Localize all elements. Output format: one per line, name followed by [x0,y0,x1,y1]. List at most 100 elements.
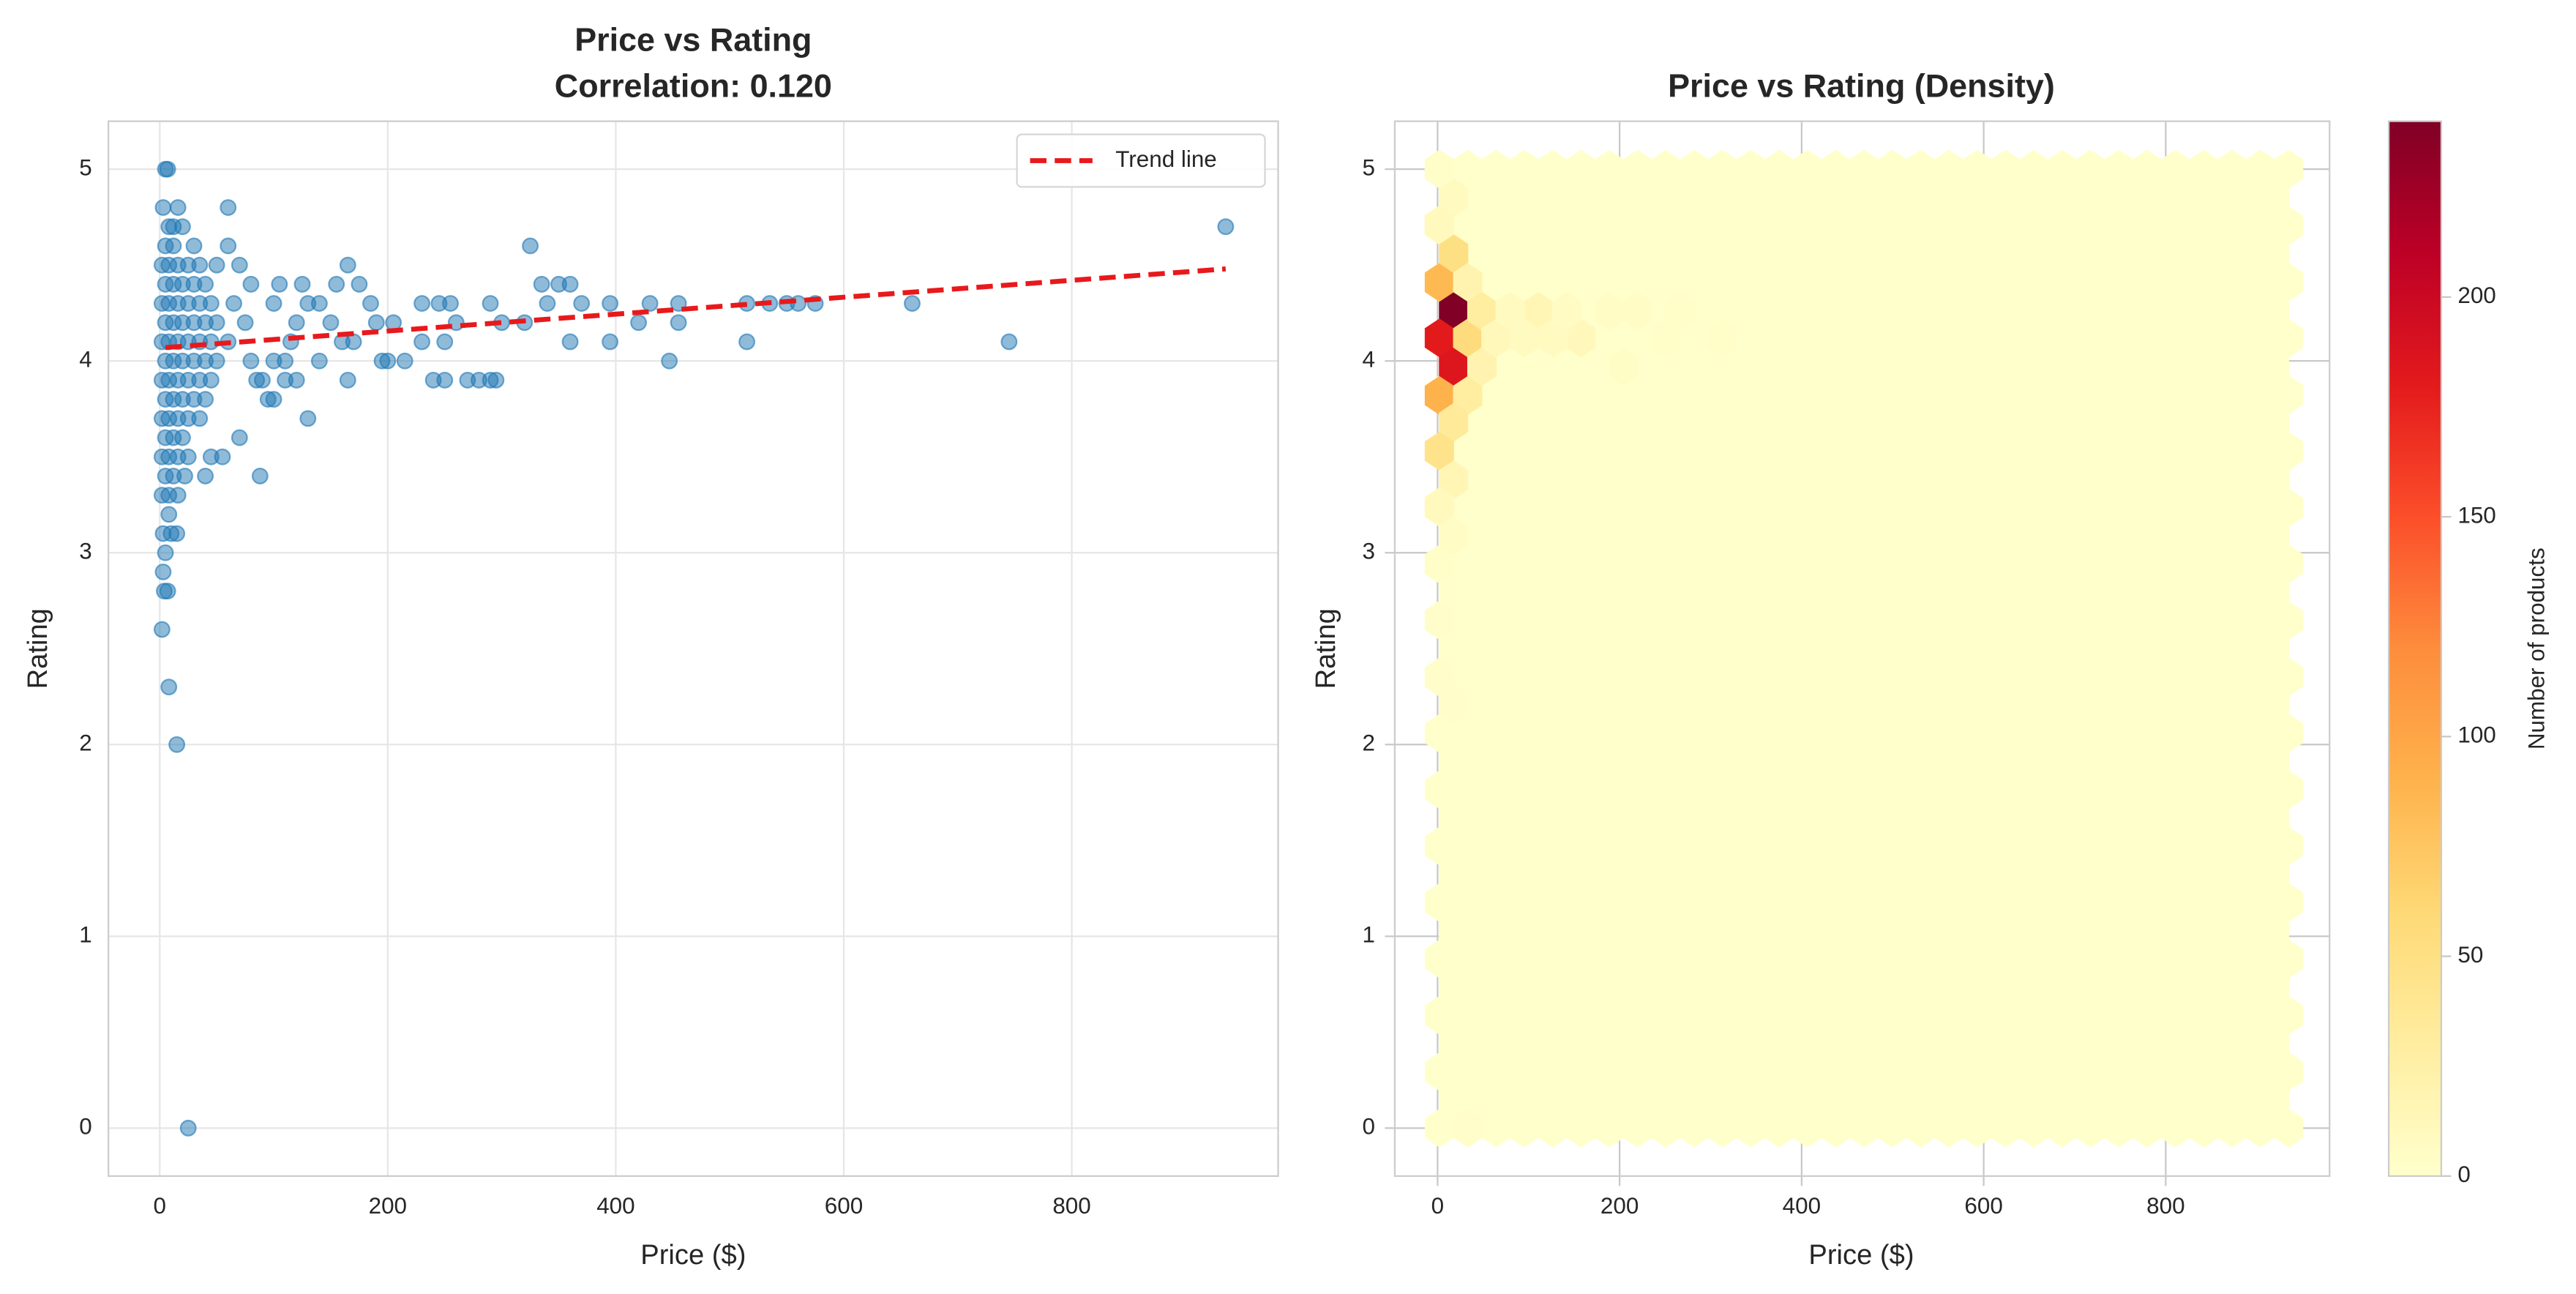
hex-cell [1439,403,1469,442]
scatter-point [533,275,550,293]
hex-cell [1622,291,1652,331]
scatter-point [154,563,172,580]
empty-hex [2259,572,2289,612]
scatter-point [1000,333,1018,351]
scatter-point [185,237,203,255]
hex-cell [1495,291,1525,331]
x-tick-label: 0 [1431,1193,1444,1219]
scatter-point [561,275,579,293]
legend-label: Trend line [1115,146,1216,172]
hex-cell [1424,545,1454,584]
scatter-point [328,275,345,293]
scatter-point [191,410,209,427]
scatter-point [191,256,209,274]
hex-cell [1453,263,1483,302]
x-tick-label: 600 [1964,1193,2002,1219]
colorbar-tick-label: 0 [2457,1162,2470,1187]
colorbar-tick-label: 200 [2457,283,2496,308]
empty-hex [2259,798,2289,837]
scatter-point [487,371,505,389]
empty-hex [2259,460,2289,499]
scatter-point [271,275,288,293]
colorbar-label: Number of products [2524,547,2550,749]
scatter-point [173,429,191,446]
y-tick-label: 1 [1363,922,1375,948]
hex-cell [1609,347,1639,386]
scatter-point [251,467,269,485]
scatter-point [169,487,187,504]
scatter-point [197,391,214,408]
y-tick-label: 4 [79,346,91,372]
y-tick-label: 2 [79,730,91,756]
y-tick-label: 4 [1363,346,1375,372]
scatter-point [197,275,214,293]
scatter-point [602,333,619,351]
scatter-point [160,678,178,696]
scatter-point [367,314,385,332]
scatter-point [208,352,225,370]
empty-hex [2259,1080,2289,1120]
x-tick-label: 0 [154,1193,166,1219]
scatter-point [157,544,174,561]
y-tick-label: 3 [79,539,91,564]
hex-cell [1551,291,1581,331]
scatter-point [362,295,379,313]
scatter-point [661,352,678,370]
scatter-point [413,333,431,351]
empty-hex [2259,291,2289,330]
y-tick-label: 2 [1363,730,1375,756]
empty-hex [2259,629,2289,668]
x-tick-label: 400 [1783,1193,1821,1219]
scatter-point [339,256,356,274]
scatter-point [159,160,176,178]
y-tick-label: 0 [79,1114,91,1140]
scatter-point [168,525,186,542]
scatter-point [539,295,556,313]
scatter-point [630,314,648,332]
scatter-point [220,199,237,217]
x-tick-label: 800 [2146,1193,2184,1219]
empty-hex [2259,178,2289,217]
hex-cell [1439,516,1469,556]
scatter-point [202,371,220,389]
scatter-point [197,467,214,485]
scatter-point [179,1119,197,1137]
colorbar-tick-label: 100 [2457,722,2496,748]
scatter-point [208,314,225,332]
legend-box [1016,133,1266,188]
scatter-point [202,295,220,313]
scatter-point [265,391,282,408]
y-tick-label: 5 [1363,154,1375,180]
empty-hex [2259,855,2289,894]
scatter-point [447,314,465,332]
x-axis-label: Price ($) [640,1239,746,1271]
y-tick-label: 3 [1363,539,1375,564]
hex-cell [1424,205,1454,244]
scatter-point [242,352,260,370]
scatter-point [225,295,242,313]
hex-cell [1424,487,1454,526]
scatter-point [310,352,328,370]
scatter-point [265,352,282,370]
axes-frame [1393,120,2331,1177]
empty-hex [2259,911,2289,951]
scatter-point [561,333,579,351]
y-tick-label: 1 [79,922,91,948]
hex-cell [1424,600,1454,640]
x-tick-label: 600 [825,1193,863,1219]
hex-cell [1439,684,1469,724]
scatter-point [641,295,659,313]
scatter-point [299,295,317,313]
scatter-point [602,295,619,313]
empty-hex [2259,347,2289,386]
hex-cell [1453,1108,1483,1148]
x-tick-label: 200 [369,1193,407,1219]
scatter-point [522,237,539,255]
scatter-point [322,314,340,332]
scatter-point [236,314,254,332]
colorbar-tick-label: 50 [2457,942,2483,968]
scatter-point [482,295,499,313]
scatter-point [436,333,454,351]
